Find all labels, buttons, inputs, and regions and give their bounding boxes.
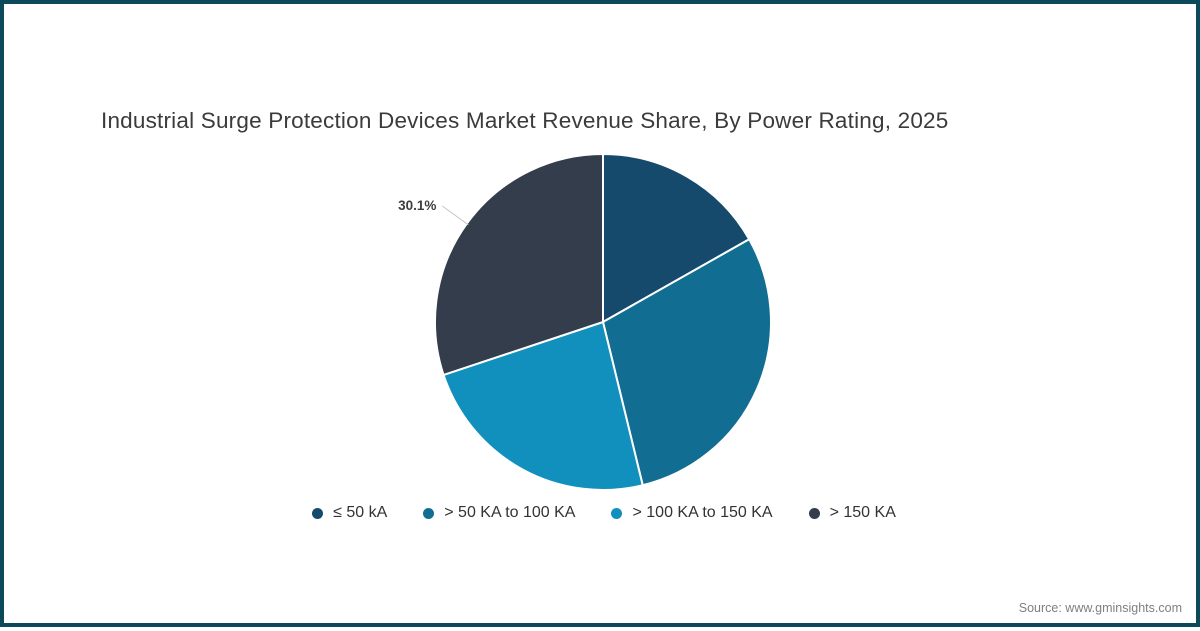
data-label: 30.1% — [398, 198, 436, 213]
legend-item-1[interactable]: ≤ 50 kA — [312, 504, 387, 522]
chart-title: Industrial Surge Protection Devices Mark… — [101, 108, 949, 133]
source-text: Source: www.gminsights.com — [1018, 601, 1182, 615]
legend-label: ≤ 50 kA — [333, 504, 388, 521]
pie-slice-3[interactable] — [442, 321, 644, 491]
data-label-leader-line — [442, 205, 469, 226]
legend-dot-icon — [423, 507, 435, 519]
legend-dot-icon — [808, 507, 820, 519]
legend-dot-icon — [312, 507, 324, 519]
legend-item-2[interactable]: > 50 KA to 100 KA — [423, 504, 575, 522]
legend-item-4[interactable]: > 150 KA — [808, 504, 896, 522]
pie-slice-1[interactable] — [602, 153, 751, 323]
legend: ≤ 50 kA > 50 KA to 100 KA > 100 KA to 150 … — [4, 504, 1200, 522]
legend-label: > 50 KA to 100 KA — [444, 504, 576, 521]
legend-label: > 150 KA — [829, 504, 896, 521]
pie-slice-2[interactable] — [602, 238, 772, 487]
legend-dot-icon — [611, 507, 623, 519]
legend-label: > 100 KA to 150 KA — [632, 504, 773, 521]
pie-chart: 30.1% — [398, 153, 772, 491]
legend-item-3[interactable]: > 100 KA to 150 KA — [611, 504, 773, 522]
